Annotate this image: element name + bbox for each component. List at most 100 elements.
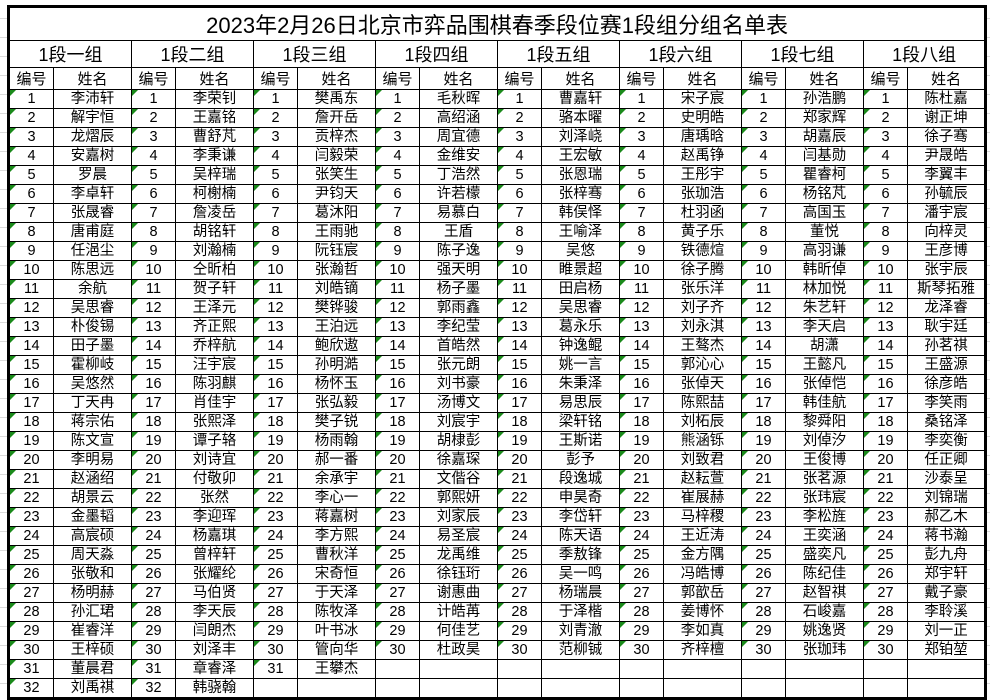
player-number-cell[interactable]: 11 [497, 279, 542, 299]
player-name-cell[interactable]: 杨子墨 [419, 279, 498, 299]
player-name-cell[interactable]: 张熙泽 [175, 412, 254, 432]
player-name-cell[interactable] [419, 678, 498, 699]
player-number-cell[interactable]: 28 [8, 602, 54, 622]
player-name-cell[interactable]: 朱秉泽 [541, 374, 620, 394]
player-name-cell[interactable]: 崔展赫 [663, 488, 742, 508]
player-number-cell[interactable]: 19 [375, 431, 420, 451]
player-number-cell[interactable] [741, 678, 786, 699]
player-name-cell[interactable]: 金方隅 [663, 545, 742, 565]
player-number-cell[interactable]: 5 [131, 165, 176, 185]
player-number-cell[interactable]: 15 [741, 355, 786, 375]
player-name-cell[interactable]: 周天淼 [53, 545, 132, 565]
player-name-cell[interactable] [663, 659, 742, 679]
player-name-cell[interactable]: 吴思睿 [541, 298, 620, 318]
player-name-cell[interactable]: 王斯诺 [541, 431, 620, 451]
player-number-cell[interactable]: 29 [497, 621, 542, 641]
player-name-cell[interactable]: 任浥尘 [53, 241, 132, 261]
column-header-number[interactable]: 编号 [131, 67, 176, 90]
player-number-cell[interactable]: 14 [253, 336, 298, 356]
player-name-cell[interactable] [541, 659, 620, 679]
player-name-cell[interactable]: 刘诗宜 [175, 450, 254, 470]
player-number-cell[interactable]: 15 [375, 355, 420, 375]
player-name-cell[interactable]: 陈思远 [53, 260, 132, 280]
player-number-cell[interactable]: 6 [619, 184, 664, 204]
player-number-cell[interactable]: 24 [497, 526, 542, 546]
player-name-cell[interactable]: 吴思睿 [53, 298, 132, 318]
player-name-cell[interactable]: 刘家辰 [419, 507, 498, 527]
player-number-cell[interactable]: 4 [619, 146, 664, 166]
group-header[interactable]: 1段八组 [862, 40, 987, 68]
player-name-cell[interactable]: 张倬恺 [785, 374, 864, 394]
player-name-cell[interactable]: 田启杨 [541, 279, 620, 299]
group-header[interactable]: 1段一组 [8, 40, 132, 68]
player-name-cell[interactable]: 李荣钊 [175, 89, 254, 109]
player-number-cell[interactable]: 12 [131, 298, 176, 318]
player-number-cell[interactable] [741, 659, 786, 679]
player-number-cell[interactable]: 13 [8, 317, 54, 337]
player-number-cell[interactable]: 3 [8, 127, 54, 147]
player-number-cell[interactable]: 25 [253, 545, 298, 565]
player-name-cell[interactable]: 叶书冰 [297, 621, 376, 641]
player-name-cell[interactable]: 孙汇珺 [53, 602, 132, 622]
player-name-cell[interactable]: 潘宇宸 [906, 203, 987, 223]
player-name-cell[interactable]: 桑铭泽 [906, 412, 987, 432]
player-number-cell[interactable]: 14 [863, 336, 908, 356]
player-name-cell[interactable]: 戴子豪 [906, 583, 987, 603]
player-name-cell[interactable]: 易圣宸 [419, 526, 498, 546]
player-number-cell[interactable]: 17 [131, 393, 176, 413]
player-name-cell[interactable]: 毛秋晖 [419, 89, 498, 109]
player-name-cell[interactable]: 张倬天 [663, 374, 742, 394]
player-name-cell[interactable]: 王盾 [419, 222, 498, 242]
player-name-cell[interactable]: 王嘉铭 [175, 108, 254, 128]
player-number-cell[interactable]: 7 [863, 203, 908, 223]
player-number-cell[interactable]: 27 [619, 583, 664, 603]
column-header-number[interactable]: 编号 [253, 67, 298, 90]
player-number-cell[interactable]: 32 [131, 678, 176, 699]
player-name-cell[interactable]: 徐嘉琛 [419, 450, 498, 470]
player-name-cell[interactable]: 杨铭芃 [785, 184, 864, 204]
player-number-cell[interactable]: 10 [863, 260, 908, 280]
player-number-cell[interactable]: 7 [253, 203, 298, 223]
player-number-cell[interactable]: 23 [619, 507, 664, 527]
player-number-cell[interactable]: 27 [741, 583, 786, 603]
player-number-cell[interactable]: 11 [131, 279, 176, 299]
player-name-cell[interactable]: 高羽谦 [785, 241, 864, 261]
player-number-cell[interactable]: 28 [741, 602, 786, 622]
player-number-cell[interactable]: 2 [741, 108, 786, 128]
player-name-cell[interactable]: 向梓灵 [906, 222, 987, 242]
player-number-cell[interactable]: 29 [863, 621, 908, 641]
player-name-cell[interactable]: 段逸城 [541, 469, 620, 489]
player-number-cell[interactable]: 13 [863, 317, 908, 337]
player-number-cell[interactable]: 29 [375, 621, 420, 641]
player-name-cell[interactable]: 韩佳航 [785, 393, 864, 413]
player-number-cell[interactable]: 16 [253, 374, 298, 394]
player-name-cell[interactable]: 贺子轩 [175, 279, 254, 299]
player-name-cell[interactable]: 张晟睿 [53, 203, 132, 223]
column-header-name[interactable]: 姓名 [663, 67, 742, 90]
player-name-cell[interactable]: 刘青澈 [541, 621, 620, 641]
player-number-cell[interactable]: 27 [8, 583, 54, 603]
player-name-cell[interactable]: 易慕白 [419, 203, 498, 223]
player-number-cell[interactable]: 26 [863, 564, 908, 584]
player-number-cell[interactable]: 2 [131, 108, 176, 128]
player-number-cell[interactable]: 19 [741, 431, 786, 451]
player-name-cell[interactable]: 张敬和 [53, 564, 132, 584]
player-number-cell[interactable]: 28 [619, 602, 664, 622]
player-name-cell[interactable]: 杨怀玉 [297, 374, 376, 394]
group-header[interactable]: 1段六组 [619, 40, 742, 68]
player-name-cell[interactable]: 王俊博 [785, 450, 864, 470]
player-number-cell[interactable]: 25 [863, 545, 908, 565]
player-name-cell[interactable]: 刘子齐 [663, 298, 742, 318]
player-name-cell[interactable]: 张梓骞 [541, 184, 620, 204]
player-name-cell[interactable] [541, 678, 620, 699]
player-number-cell[interactable]: 8 [741, 222, 786, 242]
player-name-cell[interactable]: 崔睿洋 [53, 621, 132, 641]
player-name-cell[interactable]: 王懿凡 [785, 355, 864, 375]
player-number-cell[interactable]: 26 [619, 564, 664, 584]
player-number-cell[interactable]: 22 [375, 488, 420, 508]
player-name-cell[interactable]: 李纪莹 [419, 317, 498, 337]
player-number-cell[interactable]: 7 [619, 203, 664, 223]
player-number-cell[interactable]: 21 [863, 469, 908, 489]
player-number-cell[interactable]: 1 [131, 89, 176, 109]
player-number-cell[interactable]: 21 [253, 469, 298, 489]
